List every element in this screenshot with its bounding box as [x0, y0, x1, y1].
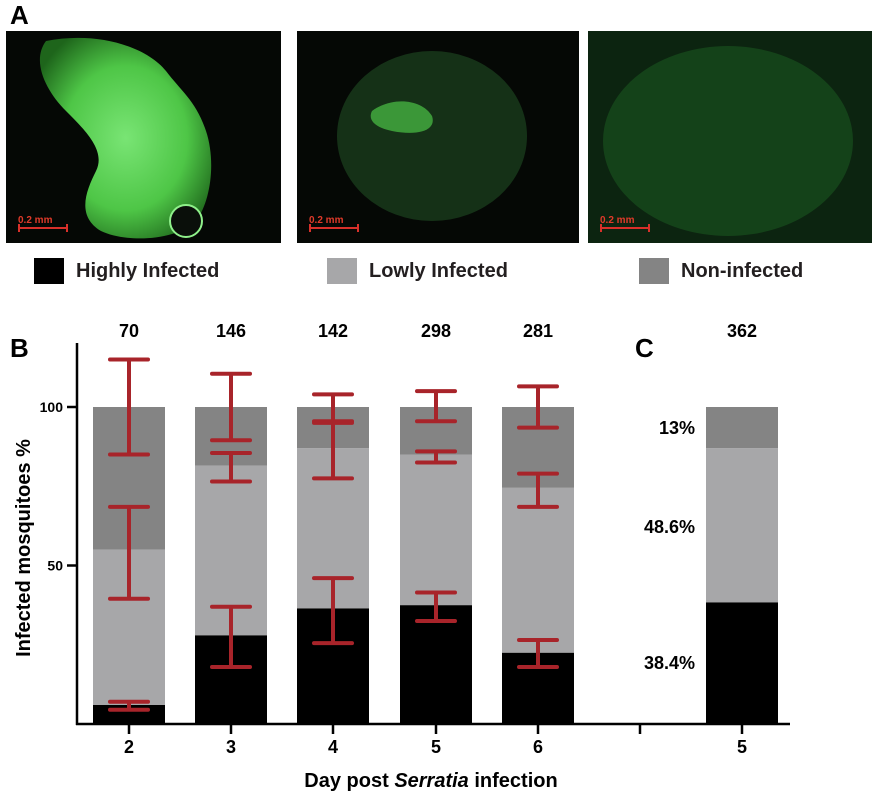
- tissue-image: [337, 51, 527, 221]
- scale-bar: 0.2 mm: [18, 215, 68, 232]
- x-tick-label: 3: [226, 737, 236, 757]
- panel-label-b: B: [10, 333, 29, 363]
- n-label: 146: [216, 321, 246, 341]
- percent-label-highly-infected: 38.4%: [644, 653, 695, 673]
- legend-highly-infected: Highly Infected: [34, 258, 219, 284]
- x-axis-label: Day post Serratia infection: [304, 770, 557, 792]
- legend-swatch: [34, 258, 64, 284]
- tissue-image: [588, 31, 872, 243]
- bar-panel-c-non: [706, 407, 778, 449]
- n-label: 281: [523, 321, 553, 341]
- x-tick-label: 6: [533, 737, 543, 757]
- y-tick-label: 50: [47, 558, 63, 574]
- n-label: 298: [421, 321, 451, 341]
- legend-label: Lowly Infected: [369, 259, 508, 282]
- legend-label: Highly Infected: [76, 259, 220, 282]
- bar-day-5-highly: [400, 605, 472, 724]
- x-tick-label: 5: [431, 737, 441, 757]
- percent-label-lowly-infected: 48.6%: [644, 517, 695, 537]
- panel-label-c: C: [635, 333, 654, 363]
- non-infected-micrograph: 0.2 mm: [588, 31, 872, 243]
- scale-bar: 0.2 mm: [309, 215, 359, 232]
- x-axis-label-part: Serratia: [394, 770, 469, 792]
- bar-panel-c-highly: [706, 602, 778, 724]
- y-tick-label: 100: [40, 399, 64, 415]
- legend-non-infected: Non-infected: [639, 258, 803, 284]
- legend-lowly-infected: Lowly Infected: [327, 258, 508, 284]
- n-label: 70: [119, 321, 139, 341]
- percent-label-non-infected: 13%: [659, 418, 695, 438]
- x-axis-label-part: infection: [469, 770, 558, 792]
- tissue-image: [39, 37, 212, 239]
- panel-label-a: A: [10, 0, 29, 30]
- x-axis-label-part: Day post: [304, 770, 394, 792]
- legend-label: Non-infected: [681, 259, 804, 282]
- legend-swatch: [639, 258, 669, 284]
- n-label: 362: [727, 321, 757, 341]
- lowly-infected-micrograph: 0.2 mm: [297, 31, 579, 243]
- x-tick-label: 4: [328, 737, 338, 757]
- bar-panel-c-lowly: [706, 448, 778, 603]
- legend-swatch: [327, 258, 357, 284]
- n-label: 142: [318, 321, 348, 341]
- x-tick-label: 2: [124, 737, 134, 757]
- bar-day-6-lowly: [502, 487, 574, 653]
- x-tick-label: 5: [737, 737, 747, 757]
- scale-bar: 0.2 mm: [600, 215, 650, 232]
- bar-day-5-lowly: [400, 454, 472, 606]
- highly-infected-micrograph: 0.2 mm: [6, 31, 281, 243]
- y-axis-label: Infected mosquitoes %: [13, 439, 35, 657]
